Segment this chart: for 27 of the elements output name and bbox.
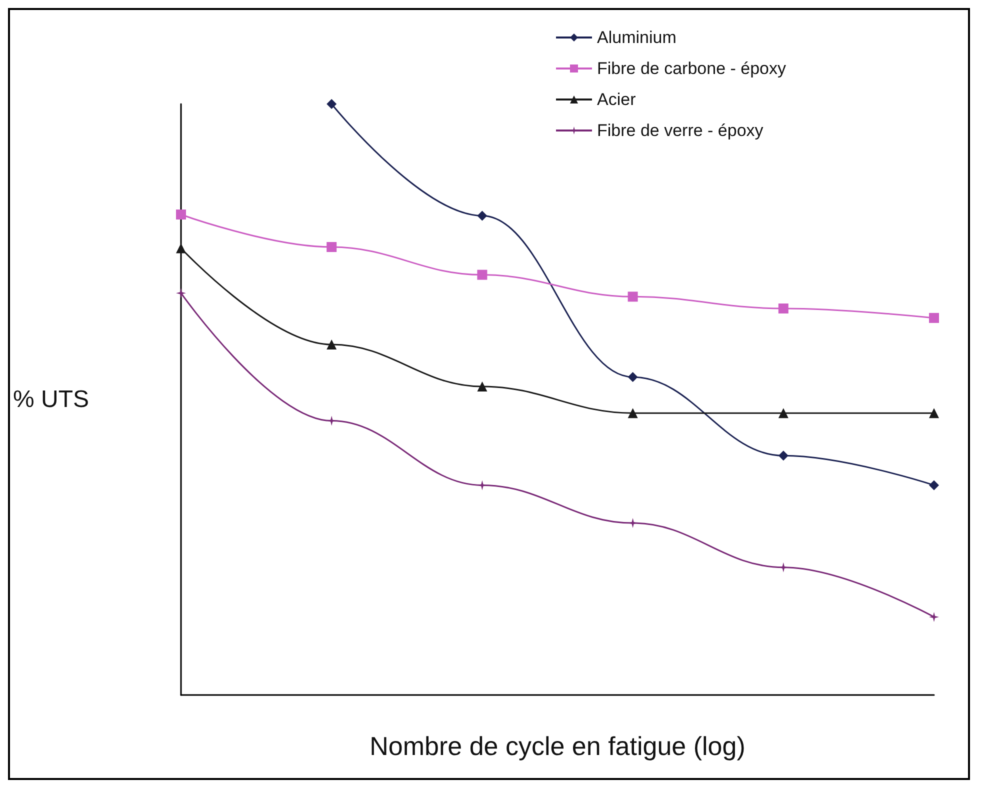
point bbox=[929, 312, 939, 323]
x-axis-title: Nombre de cycle en fatigue (log) bbox=[370, 731, 746, 761]
point bbox=[477, 210, 488, 221]
point bbox=[778, 408, 788, 418]
legend-label: Acier bbox=[597, 90, 636, 109]
point bbox=[326, 416, 337, 426]
point bbox=[176, 243, 186, 254]
point bbox=[628, 408, 638, 418]
point bbox=[326, 99, 337, 109]
point bbox=[176, 288, 186, 298]
point bbox=[176, 210, 186, 220]
point bbox=[477, 382, 488, 392]
point bbox=[929, 408, 939, 418]
point bbox=[778, 450, 788, 461]
legend-label: Fibre de carbone - époxy bbox=[597, 59, 786, 78]
point bbox=[477, 480, 488, 490]
point bbox=[628, 372, 638, 382]
legend-label: Aluminium bbox=[597, 28, 676, 47]
point bbox=[929, 480, 939, 490]
legend-label: Fibre de verre - époxy bbox=[597, 121, 764, 140]
point bbox=[929, 612, 939, 622]
point bbox=[326, 340, 337, 350]
y-axis-title: % UTS bbox=[12, 386, 90, 413]
point bbox=[628, 292, 638, 302]
point bbox=[326, 242, 337, 252]
point bbox=[778, 303, 788, 314]
point bbox=[477, 270, 488, 280]
